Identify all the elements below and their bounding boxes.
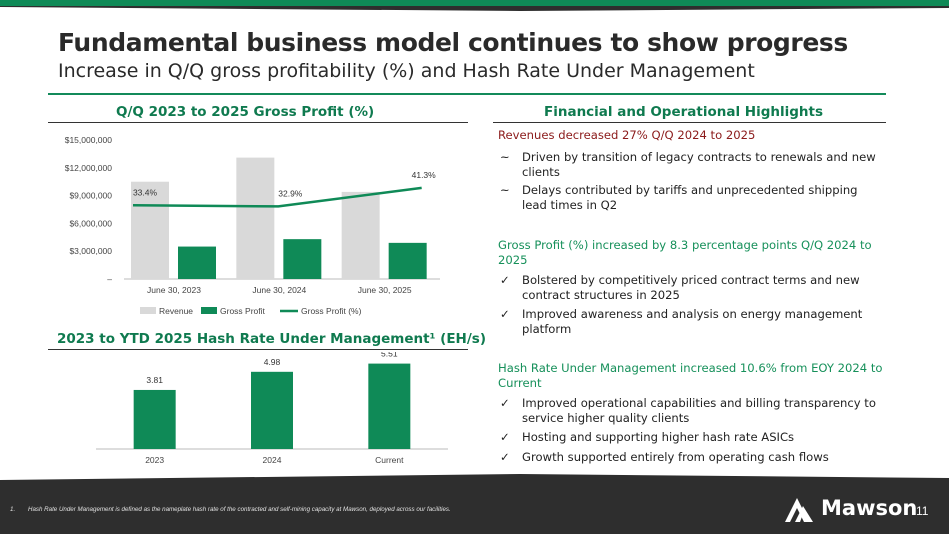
y-tick-label: $3,000,000 [69, 246, 112, 256]
checkmark-icon: ✓ [500, 430, 510, 444]
checkmark-icon: ✓ [500, 273, 510, 287]
top-accent-band [0, 0, 949, 11]
checkmark-icon: ✓ [500, 307, 510, 321]
hash-rate-chart-svg: 3.81 2023 4.98 2024 5.51 Current [96, 352, 448, 465]
tilde-marker: ~ [500, 183, 510, 197]
footnote-text: Hash Rate Under Management is defined as… [28, 506, 451, 513]
gross-profit-bar [283, 239, 322, 279]
highlight-bullet: ~ Delays contributed by tariffs and unpre… [500, 183, 858, 212]
legend-gross-profit-pct-label: Gross Profit (%) [301, 306, 362, 316]
y-tick-label: – [107, 274, 112, 284]
legend-revenue-swatch [140, 307, 156, 314]
x-tick-label: June 30, 2025 [358, 285, 412, 295]
highlight-heading-hash-rate: Hash Rate Under Management increased 10.… [498, 361, 883, 390]
y-tick-label: $9,000,000 [69, 191, 112, 201]
x-tick-label: June 30, 2024 [252, 285, 306, 295]
x-tick-label: 2024 [263, 455, 282, 465]
revenue-bar [341, 191, 380, 279]
hash-rate-bar [133, 389, 176, 449]
footnote-number: 1. [10, 506, 16, 513]
highlight-heading-gross-profit: Gross Profit (%) increased by 8.3 percen… [498, 238, 872, 267]
x-tick-label: 2023 [145, 455, 164, 465]
highlight-bullet: ✓ Growth supported entirely from operatin… [500, 450, 829, 464]
highlight-bullet: ✓ Improved operational capabilities and b… [500, 396, 876, 425]
gross-profit-pct-label: 41.3% [412, 170, 437, 180]
gross-profit-chart: $15,000,000 $12,000,000 $9,000,000 $6,000,0… [48, 125, 468, 325]
hash-rate-bar [368, 363, 411, 449]
hash-rate-bar [251, 371, 293, 449]
highlight-heading-revenue: Revenues decreased 27% Q/Q 2024 to 2025 [498, 128, 756, 142]
highlights-heading: Financial and Operational Highlights [544, 104, 824, 120]
legend-gross-profit-swatch [201, 307, 217, 314]
hash-rate-chart: 3.81 2023 4.98 2024 5.51 Current [48, 352, 468, 470]
gross-profit-pct-label: 32.9% [278, 188, 303, 198]
gross-profit-pct-label: 33.4% [133, 187, 158, 197]
checkmark-icon: ✓ [500, 450, 510, 464]
checkmark-icon: ✓ [500, 396, 510, 410]
title-divider [48, 93, 886, 95]
highlight-bullet: ✓ Improved awareness and analysis on ener… [500, 307, 863, 336]
footer-band [0, 474, 949, 534]
highlights-heading-rule [493, 122, 886, 123]
y-tick-label: $15,000,000 [65, 135, 113, 145]
revenue-bar [131, 181, 169, 279]
highlight-bullet: ~ Driven by transition of legacy contract… [500, 150, 876, 179]
gross-profit-chart-svg: $15,000,000 $12,000,000 $9,000,000 $6,000,0… [65, 135, 440, 316]
page-subtitle: Increase in Q/Q gross profitability (%) … [58, 60, 755, 82]
gross-profit-chart-heading: Q/Q 2023 to 2025 Gross Profit (%) [116, 104, 375, 120]
mawson-logo-icon [785, 498, 813, 522]
gross-profit-bar [388, 242, 427, 279]
legend-gross-profit-label: Gross Profit [220, 306, 266, 316]
gross-profit-heading-rule [48, 122, 468, 123]
hash-rate-value-label: 4.98 [264, 357, 281, 367]
page-title: Fundamental business model continues to … [58, 28, 848, 57]
hash-rate-chart-heading: 2023 to YTD 2025 Hash Rate Under Managem… [57, 331, 486, 347]
revenue-bar [236, 157, 275, 279]
y-tick-label: $12,000,000 [65, 163, 113, 173]
y-tick-label: $6,000,000 [69, 218, 112, 228]
x-tick-label: Current [375, 455, 404, 465]
mawson-logo-text: Mawson [821, 496, 918, 520]
x-tick-label: June 30, 2023 [147, 285, 201, 295]
highlight-bullet: ✓ Hosting and supporting higher hash rate… [500, 430, 795, 444]
tilde-marker: ~ [500, 150, 510, 164]
gross-profit-pct-line [132, 186, 422, 208]
legend-revenue-label: Revenue [159, 306, 193, 316]
highlight-bullet: ✓ Bolstered by competitively priced contr… [500, 273, 860, 302]
hash-rate-value-label: 5.51 [381, 352, 398, 359]
gross-profit-bar [178, 246, 216, 279]
hash-rate-heading-rule [48, 349, 468, 350]
hash-rate-value-label: 3.81 [146, 375, 163, 385]
page-number: 11 [916, 504, 929, 518]
